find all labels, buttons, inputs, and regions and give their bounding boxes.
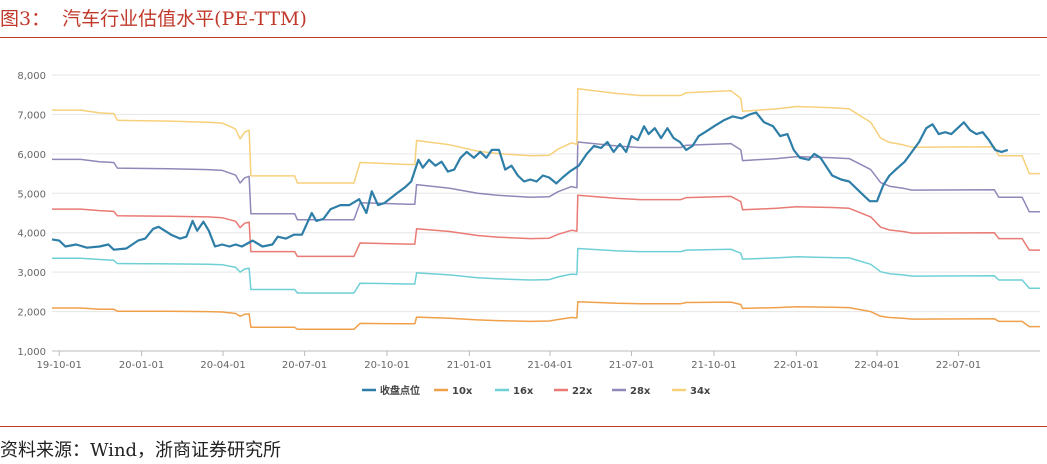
line-chart: 1,000 2,000 3,000 4,000 5,000 6,000 7,000 8,000… xyxy=(17,71,1040,397)
x-tick-label: 21-04-01 xyxy=(527,360,572,371)
chart-series xyxy=(51,88,1040,331)
y-tick-label: 4,000 xyxy=(17,229,46,240)
legend-label: 10x xyxy=(452,386,473,397)
series-line-10x xyxy=(52,300,1040,331)
x-tick-label: 21-07-01 xyxy=(609,360,654,371)
y-tick-label: 5,000 xyxy=(17,189,46,200)
x-tick-label: 22-04-01 xyxy=(854,360,899,371)
y-tick-label: 7,000 xyxy=(17,110,46,121)
legend-label: 16x xyxy=(513,386,534,397)
y-tick-label: 1,000 xyxy=(17,347,46,358)
legend-label: 收盘点位 xyxy=(380,384,420,397)
y-axis-ticks: 1,000 2,000 3,000 4,000 5,000 6,000 7,000 8,000 xyxy=(17,71,46,358)
source-note: 资料来源：Wind，浙商证券研究所 xyxy=(0,440,282,461)
source-divider xyxy=(0,426,1047,427)
x-tick-label: 19-10-01 xyxy=(36,360,81,371)
series-line-22x xyxy=(52,194,1040,258)
legend-label: 34x xyxy=(690,386,711,397)
x-axis-ticks: 19-10-01 20-01-01 20-04-01 20-07-01 20-10-01… xyxy=(36,351,981,371)
x-tick-label: 20-10-01 xyxy=(364,360,409,371)
series-line-28x xyxy=(52,141,1040,221)
x-tick-label: 21-10-01 xyxy=(691,360,736,371)
y-tick-label: 3,000 xyxy=(17,268,46,279)
x-tick-label: 22-07-01 xyxy=(936,360,981,371)
x-tick-label: 21-01-01 xyxy=(447,360,492,371)
series-line- xyxy=(51,111,1009,251)
title-divider xyxy=(0,37,1047,38)
legend-label: 28x xyxy=(630,386,651,397)
y-tick-label: 6,000 xyxy=(17,150,46,161)
y-tick-label: 8,000 xyxy=(17,71,46,82)
chart-grid xyxy=(52,74,1040,352)
legend-label: 22x xyxy=(572,386,593,397)
x-tick-label: 20-01-01 xyxy=(119,360,164,371)
series-line-34x xyxy=(52,88,1040,184)
y-tick-label: 2,000 xyxy=(17,308,46,319)
x-tick-label: 20-07-01 xyxy=(282,360,327,371)
chart-legend: 收盘点位 10x 16x 22x 28x 34x xyxy=(362,384,711,397)
x-tick-label: 20-04-01 xyxy=(200,360,245,371)
figure-title: 图3： 汽车行业估值水平(PE-TTM) xyxy=(0,8,307,30)
series-line-16x xyxy=(52,247,1040,294)
x-tick-label: 22-01-01 xyxy=(774,360,819,371)
